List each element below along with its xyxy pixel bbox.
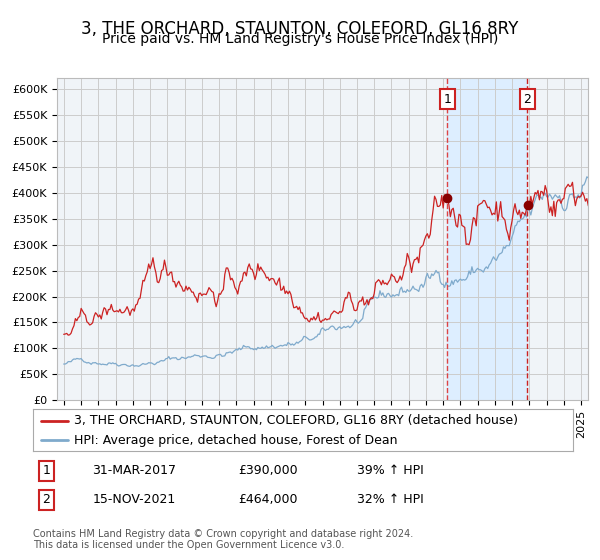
- Text: 3, THE ORCHARD, STAUNTON, COLEFORD, GL16 8RY: 3, THE ORCHARD, STAUNTON, COLEFORD, GL16…: [82, 20, 518, 38]
- Text: 32% ↑ HPI: 32% ↑ HPI: [357, 493, 424, 506]
- Text: £464,000: £464,000: [238, 493, 298, 506]
- Text: 2: 2: [43, 493, 50, 506]
- Text: Contains HM Land Registry data © Crown copyright and database right 2024.: Contains HM Land Registry data © Crown c…: [33, 529, 413, 539]
- Text: 15-NOV-2021: 15-NOV-2021: [92, 493, 176, 506]
- Bar: [448, 78, 527, 400]
- Text: 39% ↑ HPI: 39% ↑ HPI: [357, 464, 424, 478]
- Text: £390,000: £390,000: [238, 464, 298, 478]
- Text: 1: 1: [443, 93, 451, 106]
- Text: 2: 2: [523, 93, 531, 106]
- Text: HPI: Average price, detached house, Forest of Dean: HPI: Average price, detached house, Fore…: [74, 434, 397, 447]
- Text: 31-MAR-2017: 31-MAR-2017: [92, 464, 176, 478]
- Text: This data is licensed under the Open Government Licence v3.0.: This data is licensed under the Open Gov…: [33, 540, 344, 550]
- Text: 3, THE ORCHARD, STAUNTON, COLEFORD, GL16 8RY (detached house): 3, THE ORCHARD, STAUNTON, COLEFORD, GL16…: [74, 414, 517, 427]
- Text: Price paid vs. HM Land Registry's House Price Index (HPI): Price paid vs. HM Land Registry's House …: [102, 32, 498, 46]
- Text: 1: 1: [43, 464, 50, 478]
